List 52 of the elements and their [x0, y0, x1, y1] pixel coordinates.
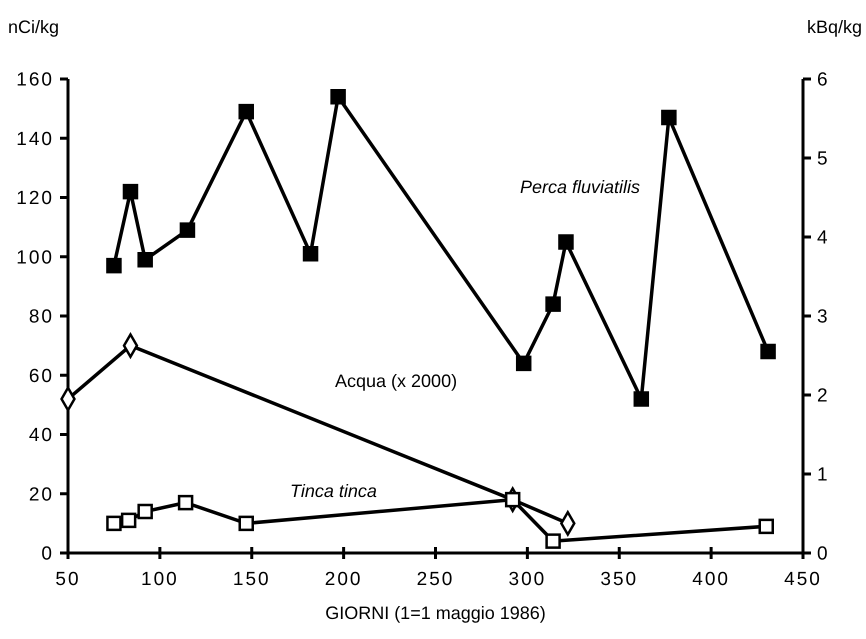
point [238, 516, 254, 532]
y-tick-label: 0 [41, 544, 54, 565]
point [330, 89, 346, 105]
point [545, 533, 561, 549]
x-tick-label: 250 [416, 569, 454, 590]
point [758, 518, 774, 534]
y-tick-label: 80 [28, 306, 54, 328]
x-tick-label: 150 [232, 569, 271, 590]
x-tick-label: 450 [784, 569, 822, 590]
point [120, 512, 136, 528]
y2-tick-label: 6 [817, 70, 828, 91]
y-tick-label: 60 [28, 366, 54, 387]
y2-axis-title: kBq/kg [806, 17, 862, 37]
x-tick-label: 200 [324, 569, 362, 590]
y-tick-label: 40 [28, 425, 54, 446]
x-tick-label: 350 [600, 569, 638, 590]
y-tick-label: 140 [16, 128, 54, 150]
series-label: Perca fluviatilis [520, 177, 640, 197]
y-tick-label: 100 [16, 247, 54, 268]
x-axis-title: GIORNI (1=1 maggio 1986) [325, 603, 546, 623]
point [106, 516, 122, 532]
x-tick-label: 100 [141, 569, 179, 590]
y-tick-label: 120 [16, 188, 54, 210]
y-axis-title: nCi/kg [8, 17, 60, 37]
y2-tick-label: 0 [817, 544, 828, 565]
x-tick-label: 400 [692, 569, 730, 590]
y2-tick-label: 3 [817, 306, 828, 328]
y2-tick-label: 2 [817, 386, 828, 407]
x-tick-label: 50 [55, 569, 81, 590]
point [516, 356, 532, 372]
point [504, 492, 520, 508]
point [122, 184, 138, 200]
point [137, 252, 153, 268]
x-tick-label: 300 [508, 569, 546, 590]
y2-tick-label: 1 [817, 464, 828, 486]
point [545, 296, 561, 312]
point [106, 258, 122, 274]
point [238, 104, 254, 120]
point [634, 391, 650, 407]
y2-tick-label: 4 [817, 228, 828, 249]
y2-tick-label: 5 [817, 148, 828, 170]
series-label: Tinca tinca [290, 481, 377, 501]
series-label: Acqua (x 2000) [335, 371, 458, 391]
point [302, 246, 318, 262]
point [137, 504, 153, 520]
point [558, 234, 574, 250]
point [180, 222, 196, 238]
y-tick-label: 20 [28, 484, 54, 506]
point [760, 344, 776, 360]
y-tick-label: 160 [16, 70, 54, 91]
point [178, 494, 194, 510]
point [661, 110, 677, 126]
